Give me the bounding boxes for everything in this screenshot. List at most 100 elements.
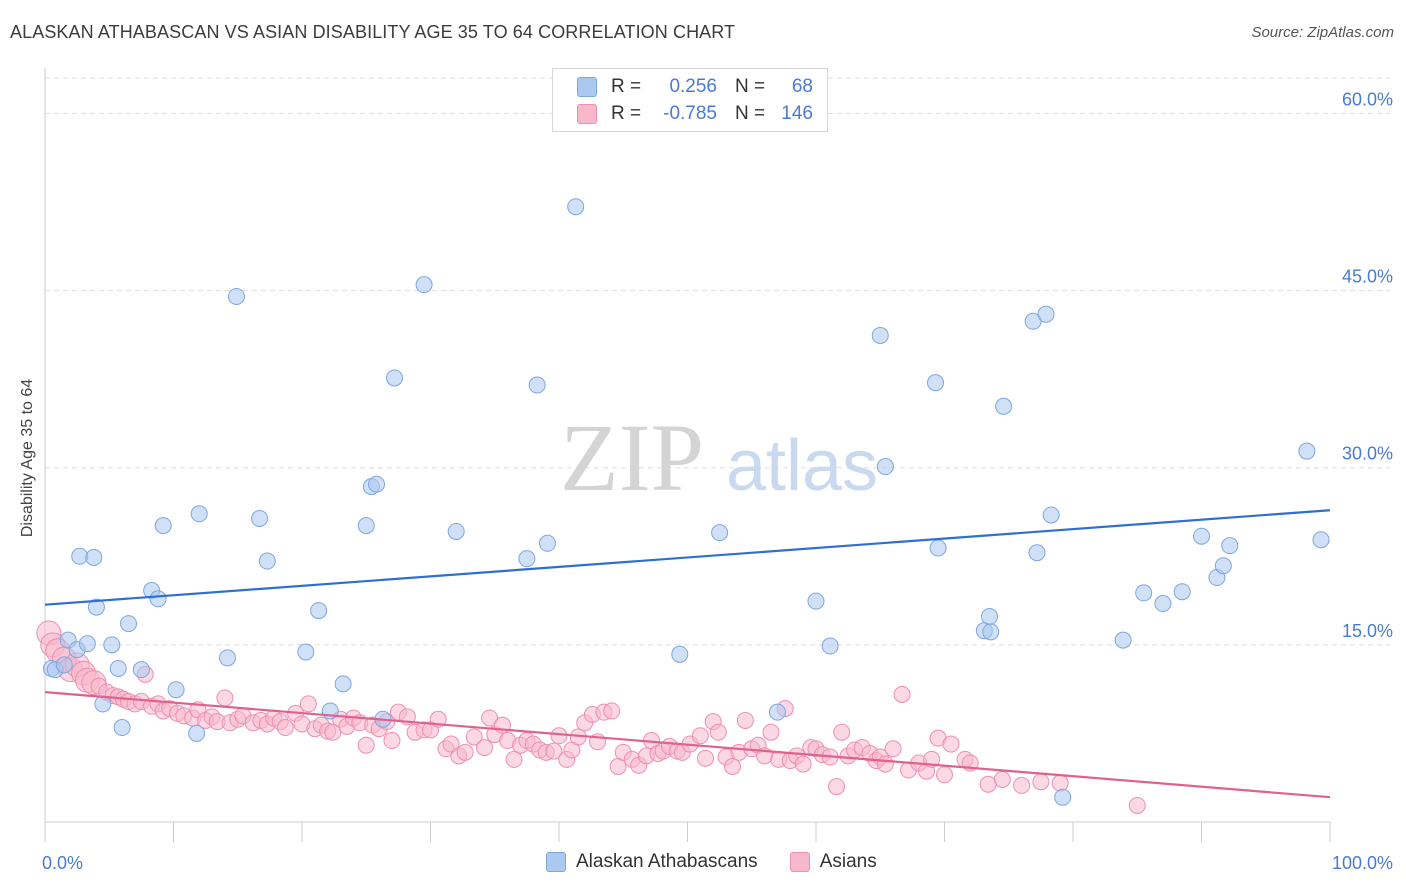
tick-labels: 15.0% 30.0% 45.0% 60.0% 0.0% 100.0% bbox=[42, 89, 1393, 873]
legend-r-value: -0.785 bbox=[663, 103, 717, 124]
correlation-legend: R = 0.256 N = 68 R = -0.785 N = 146 bbox=[552, 68, 828, 132]
point-alaskan-athabascans bbox=[357, 517, 375, 535]
point-asians bbox=[276, 719, 294, 737]
point-alaskan-athabascans bbox=[386, 369, 404, 387]
point-asians bbox=[936, 766, 953, 784]
legend-label-asians: Asians bbox=[819, 851, 877, 872]
legend-row-asians: R = -0.785 N = 146 bbox=[577, 102, 813, 126]
legend-r-label: R = bbox=[611, 76, 642, 97]
point-asians bbox=[1032, 773, 1050, 791]
point-alaskan-athabascans bbox=[1312, 531, 1330, 549]
legend-swatch-blue bbox=[577, 77, 597, 97]
point-asians bbox=[603, 702, 621, 720]
point-alaskan-athabascans bbox=[1028, 544, 1046, 562]
point-asians bbox=[942, 735, 960, 753]
point-alaskan-athabascans bbox=[1154, 595, 1172, 613]
point-alaskan-athabascans bbox=[1193, 527, 1210, 545]
legend-swatch-pink bbox=[789, 852, 810, 872]
point-alaskan-athabascans bbox=[310, 602, 328, 620]
x-tick-label-min: 0.0% bbox=[42, 853, 83, 873]
trend-line-asians bbox=[44, 690, 1331, 799]
point-asians bbox=[609, 757, 627, 775]
source-label: Source: ZipAtlas.com bbox=[1251, 24, 1394, 41]
point-asians bbox=[736, 711, 754, 729]
point-asians bbox=[884, 740, 902, 758]
y-tick-label: 15.0% bbox=[1342, 621, 1393, 641]
point-alaskan-athabascans bbox=[807, 592, 825, 610]
legend-item-asians[interactable]: Asians bbox=[789, 851, 877, 873]
point-asians bbox=[723, 757, 741, 775]
legend-row-alaskan: R = 0.256 N = 68 bbox=[577, 75, 813, 99]
point-alaskan-athabascans bbox=[995, 397, 1013, 415]
y-tick-label: 45.0% bbox=[1342, 267, 1393, 287]
point-alaskan-athabascans bbox=[538, 534, 556, 552]
legend-n-value: 146 bbox=[781, 103, 813, 124]
point-asians bbox=[216, 689, 234, 707]
point-alaskan-athabascans bbox=[167, 681, 185, 699]
point-asians bbox=[794, 755, 812, 773]
point-asians bbox=[709, 723, 727, 741]
asians-points bbox=[36, 620, 1146, 814]
point-asians bbox=[545, 742, 563, 760]
point-alaskan-athabascans bbox=[297, 643, 315, 661]
legend-r-label: R = bbox=[611, 103, 642, 124]
point-alaskan-athabascans bbox=[154, 517, 172, 535]
point-alaskan-athabascans bbox=[415, 276, 433, 294]
point-asians bbox=[876, 755, 894, 773]
trend-line-alaskan-athabascans bbox=[44, 509, 1331, 606]
point-alaskan-athabascans bbox=[227, 287, 245, 305]
point-alaskan-athabascans bbox=[1042, 506, 1060, 524]
series-legend: Alaskan Athabascans Asians bbox=[546, 851, 909, 873]
x-tick-label-max: 100.0% bbox=[1332, 853, 1393, 873]
point-asians bbox=[299, 695, 317, 713]
point-alaskan-athabascans bbox=[518, 550, 536, 568]
point-asians bbox=[442, 735, 460, 753]
point-asians bbox=[383, 732, 401, 750]
legend-n-label: N = bbox=[735, 103, 766, 124]
legend-r-value: 0.256 bbox=[669, 76, 717, 97]
point-alaskan-athabascans bbox=[1024, 312, 1042, 330]
axes bbox=[44, 68, 1331, 842]
point-asians bbox=[696, 749, 714, 767]
point-alaskan-athabascans bbox=[447, 522, 465, 540]
point-alaskan-athabascans bbox=[1037, 305, 1055, 323]
point-alaskan-athabascans bbox=[980, 608, 998, 626]
alaskan-athabascans-points bbox=[42, 198, 1330, 806]
point-asians bbox=[893, 685, 911, 703]
point-asians bbox=[833, 723, 851, 741]
point-alaskan-athabascans bbox=[1054, 788, 1072, 806]
point-alaskan-athabascans bbox=[55, 656, 73, 674]
point-alaskan-athabascans bbox=[982, 623, 1000, 641]
point-alaskan-athabascans bbox=[528, 376, 546, 394]
point-asians bbox=[475, 739, 493, 757]
point-alaskan-athabascans bbox=[120, 615, 138, 633]
point-asians bbox=[550, 727, 568, 745]
grid-lines bbox=[45, 77, 1390, 646]
point-alaskan-athabascans bbox=[368, 475, 386, 493]
legend-swatch-pink bbox=[577, 104, 597, 124]
point-alaskan-athabascans bbox=[1214, 557, 1232, 575]
point-alaskan-athabascans bbox=[188, 724, 206, 742]
point-alaskan-athabascans bbox=[87, 598, 105, 616]
point-alaskan-athabascans bbox=[1114, 631, 1132, 649]
point-alaskan-athabascans bbox=[871, 326, 889, 344]
point-asians bbox=[465, 728, 483, 746]
legend-n-value: 68 bbox=[791, 76, 813, 97]
point-alaskan-athabascans bbox=[78, 635, 96, 653]
point-alaskan-athabascans bbox=[218, 649, 236, 667]
point-alaskan-athabascans bbox=[927, 374, 945, 392]
legend-item-alaskan-athabascans[interactable]: Alaskan Athabascans bbox=[546, 851, 758, 873]
point-alaskan-athabascans bbox=[334, 675, 352, 693]
legend-n-label: N = bbox=[735, 76, 766, 97]
point-asians bbox=[828, 778, 846, 796]
watermark-zip: ZIP bbox=[560, 404, 704, 511]
point-alaskan-athabascans bbox=[768, 703, 786, 721]
y-tick-label: 60.0% bbox=[1342, 89, 1393, 109]
point-alaskan-athabascans bbox=[190, 505, 208, 523]
point-alaskan-athabascans bbox=[711, 524, 729, 542]
point-asians bbox=[1128, 796, 1146, 814]
point-alaskan-athabascans bbox=[251, 509, 269, 527]
point-alaskan-athabascans bbox=[258, 552, 276, 570]
watermark-atlas: atlas bbox=[726, 426, 878, 506]
